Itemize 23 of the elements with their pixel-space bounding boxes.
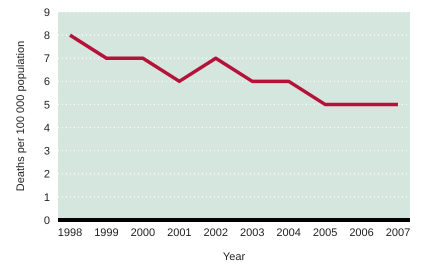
x-tick-label: 1998: [58, 226, 82, 239]
x-tick-label: 2005: [312, 226, 338, 239]
x-tick-label: 2007: [386, 226, 410, 239]
y-tick-label: 1: [44, 192, 50, 204]
y-tick-label: 0: [44, 214, 50, 227]
x-tick-label: 2003: [240, 226, 264, 239]
y-tick-label: 5: [44, 99, 50, 112]
x-tick-label: 2004: [276, 226, 301, 239]
y-tick-label: 9: [44, 6, 50, 19]
line-series: [68, 33, 400, 106]
x-tick-label: 2001: [167, 226, 192, 239]
x-tick-label: 2000: [130, 226, 156, 239]
x-tick-label: 1999: [94, 226, 119, 239]
y-tick-label: 2: [44, 168, 50, 181]
x-tick-label: 2002: [204, 226, 228, 239]
x-tick-label: 2006: [349, 226, 374, 239]
y-tick-label: 8: [44, 30, 50, 42]
y-tick-label: 6: [44, 76, 50, 88]
y-tick-label: 7: [44, 53, 50, 66]
y-tick-label: 3: [44, 146, 50, 158]
y-tick-label: 4: [44, 122, 50, 134]
x-axis-title: Year: [222, 251, 246, 263]
y-axis-title: Deaths per 100 000 population: [14, 40, 27, 192]
